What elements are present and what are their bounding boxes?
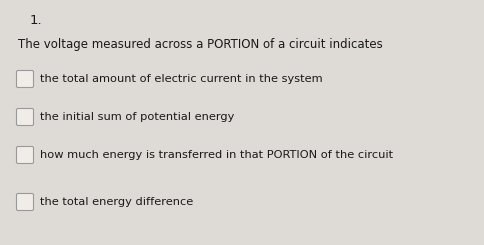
- Text: how much energy is transferred in that PORTION of the circuit: how much energy is transferred in that P…: [40, 150, 393, 160]
- Text: The voltage measured across a PORTION of a circuit indicates: The voltage measured across a PORTION of…: [18, 38, 383, 51]
- Text: the total energy difference: the total energy difference: [40, 197, 193, 207]
- FancyBboxPatch shape: [16, 109, 33, 125]
- FancyBboxPatch shape: [16, 147, 33, 163]
- Text: 1.: 1.: [30, 14, 43, 27]
- Text: the total amount of electric current in the system: the total amount of electric current in …: [40, 74, 323, 84]
- FancyBboxPatch shape: [16, 71, 33, 87]
- FancyBboxPatch shape: [16, 194, 33, 210]
- Text: the initial sum of potential energy: the initial sum of potential energy: [40, 112, 234, 122]
